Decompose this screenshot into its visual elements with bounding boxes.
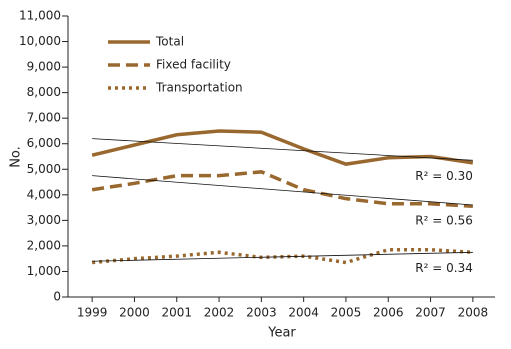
legend-label: Transportation [155,81,243,95]
series-line [91,170,473,209]
series-line [91,129,474,166]
x-tick-label: 2000 [119,306,150,320]
y-tick-label: 4,000 [27,187,61,201]
y-axis-title: No. [9,146,24,168]
y-tick-label: 9,000 [27,60,61,74]
y-tick-label: 1,000 [27,264,61,278]
y-tick-label: 10,000 [19,34,61,48]
r2-label: R² = 0.30 [415,169,473,183]
x-tick-label: 2005 [331,306,362,320]
x-axis-title: Year [267,326,296,341]
legend-label: Fixed facility [156,58,231,72]
y-tick-label: 3,000 [27,213,61,227]
y-tick-label: 0 [53,290,61,304]
x-tick-label: 2003 [246,306,277,320]
y-tick-label: 7,000 [27,111,61,125]
r2-label: R² = 0.56 [415,214,473,228]
y-tick-label: 8,000 [27,85,61,99]
r2-label: R² = 0.34 [415,261,473,275]
y-tick-label: 5,000 [27,162,61,176]
trend-line [92,251,473,262]
x-tick-label: 1999 [77,306,108,320]
x-tick-label: 2007 [415,306,446,320]
trend-line [92,138,473,161]
legend-label: Total [155,35,184,49]
x-tick-label: 2001 [161,306,192,320]
y-tick-label: 11,000 [19,9,61,23]
x-tick-label: 2006 [373,306,404,320]
x-tick-label: 2008 [458,306,489,320]
trend-line [92,175,473,206]
y-tick-label: 6,000 [27,136,61,150]
x-tick-label: 2004 [288,306,319,320]
x-tick-label: 2002 [204,306,235,320]
y-tick-label: 2,000 [27,238,61,252]
